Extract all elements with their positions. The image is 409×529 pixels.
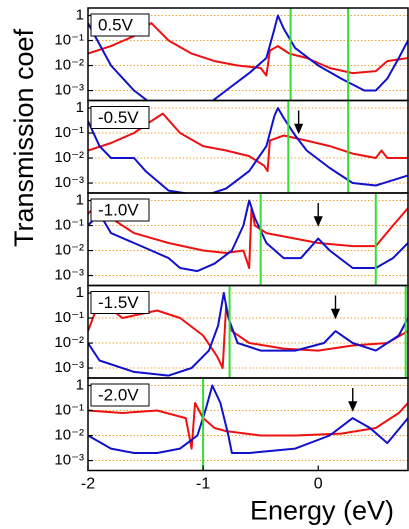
series-line	[88, 402, 408, 450]
y-tick-label: 10⁻³	[54, 359, 84, 376]
panel-label: -2.0V	[98, 385, 139, 404]
y-tick-label: 10⁻¹	[54, 32, 84, 49]
panel	[88, 193, 408, 286]
series-line	[88, 202, 408, 269]
y-tick-label: 10⁻²	[54, 57, 84, 74]
y-tick-label: 10⁻¹	[54, 402, 84, 419]
series-line	[88, 112, 408, 173]
series-line	[88, 299, 408, 369]
y-tick-label: 10⁻¹	[54, 309, 84, 326]
series-line	[88, 14, 408, 101]
x-tick-label: -2	[81, 476, 95, 493]
panel-label-box	[90, 13, 150, 37]
y-tick-label: 1	[76, 376, 84, 393]
panel-label: -1.0V	[98, 200, 139, 219]
series-line	[88, 107, 408, 193]
panel-label: -1.5V	[98, 293, 139, 312]
series-line	[88, 384, 408, 454]
series-line	[88, 292, 408, 377]
panel-label-box	[90, 198, 150, 222]
y-axis-label: Transmission coef	[9, 28, 39, 247]
arrow	[330, 295, 341, 320]
series-line	[88, 22, 408, 77]
arrow	[294, 110, 304, 135]
panel-label-box	[90, 291, 150, 314]
y-tick-label: 10⁻³	[54, 82, 84, 99]
panel-label: -0.5V	[98, 108, 139, 127]
panel-label: 0.5V	[98, 15, 134, 34]
y-tick-label: 10⁻²	[54, 427, 84, 444]
x-tick-label: -1	[196, 476, 210, 493]
y-tick-label: 10⁻³	[54, 267, 84, 284]
y-tick-label: 1	[76, 6, 84, 23]
x-tick-label: 0	[314, 476, 323, 493]
y-tick-label: 10⁻³	[54, 452, 84, 469]
y-tick-label: 1	[76, 191, 84, 208]
panel-label-box	[90, 383, 150, 407]
series-line	[88, 199, 408, 273]
panel-label-box	[90, 106, 150, 129]
arrow	[313, 203, 323, 227]
panel	[88, 8, 408, 101]
y-tick-label: 10⁻²	[54, 242, 84, 259]
y-tick-label: 1	[76, 284, 84, 301]
arrow	[348, 388, 358, 412]
y-tick-label: 10⁻²	[54, 334, 84, 351]
y-tick-label: 1	[76, 99, 84, 116]
y-tick-label: 10⁻³	[54, 174, 84, 191]
y-tick-label: 10⁻¹	[54, 217, 84, 234]
y-tick-label: 10⁻²	[54, 149, 84, 166]
x-axis-label: Energy (eV)	[250, 496, 394, 526]
panel-frame	[87, 377, 409, 472]
y-tick-label: 10⁻¹	[54, 124, 84, 141]
